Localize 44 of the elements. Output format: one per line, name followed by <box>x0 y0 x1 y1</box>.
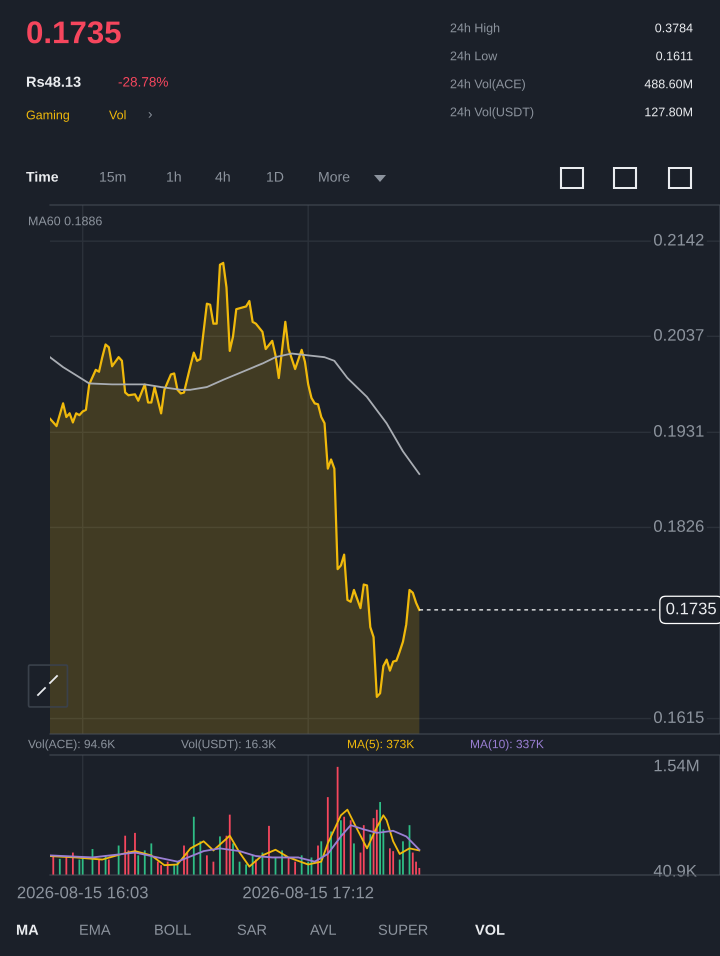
text: Vol(ACE): 94.6K <box>28 739 116 751</box>
y-tick-label: 1.54M <box>654 760 698 772</box>
text: 24h Vol(ACE) <box>450 79 525 91</box>
line-series <box>50 352 420 475</box>
y-tick-label: 0.2142 <box>654 234 704 246</box>
text: AVL <box>310 924 336 935</box>
text: › <box>148 112 152 118</box>
text: 24h Low <box>450 51 498 60</box>
text: SUPER <box>378 924 428 935</box>
text: SAR <box>238 924 266 935</box>
text: 0.1735 <box>27 21 121 44</box>
x-tick-label: 2026-08-15 17:12 <box>243 886 374 898</box>
text: Time <box>26 171 58 182</box>
y-tick-label: 0.2037 <box>654 329 704 341</box>
y-tick-label: 0.1931 <box>654 425 704 437</box>
text: 24h High <box>450 23 500 35</box>
text: Gaming <box>26 110 69 122</box>
text: BOLL <box>155 924 191 935</box>
x-tick-label: 2026-08-15 16:03 <box>18 886 148 898</box>
text: MA(5): 373K <box>348 739 414 751</box>
text: 4h <box>215 171 230 182</box>
ref-line-label: 0.1735 <box>666 602 716 614</box>
y-tick-label: 0.1826 <box>654 520 704 532</box>
text: 488.60M <box>644 80 692 88</box>
text: 0.3784 <box>655 24 693 32</box>
text: VOL <box>475 924 505 935</box>
text: 24h Vol(USDT) <box>450 107 534 119</box>
text: -28.78% <box>118 77 168 87</box>
text: MA <box>16 924 38 935</box>
line-series <box>50 824 420 863</box>
text: 0.1611 <box>656 52 692 60</box>
text: Rs48.13 <box>26 76 81 87</box>
y-tick-label: 0.1615 <box>654 711 704 724</box>
text: 127.80M <box>645 108 692 116</box>
text: EMA <box>80 924 111 935</box>
annotation: MA60 0.1886 <box>29 216 102 226</box>
text: 15m <box>100 172 126 182</box>
line-series <box>50 808 420 868</box>
text: MA(10): 337K <box>470 739 544 751</box>
text: 1h <box>167 171 181 182</box>
text: 1D <box>267 172 284 182</box>
text: Vol <box>109 110 126 120</box>
text: Vol(USDT): 16.3K <box>181 739 276 751</box>
text: More <box>319 172 350 182</box>
